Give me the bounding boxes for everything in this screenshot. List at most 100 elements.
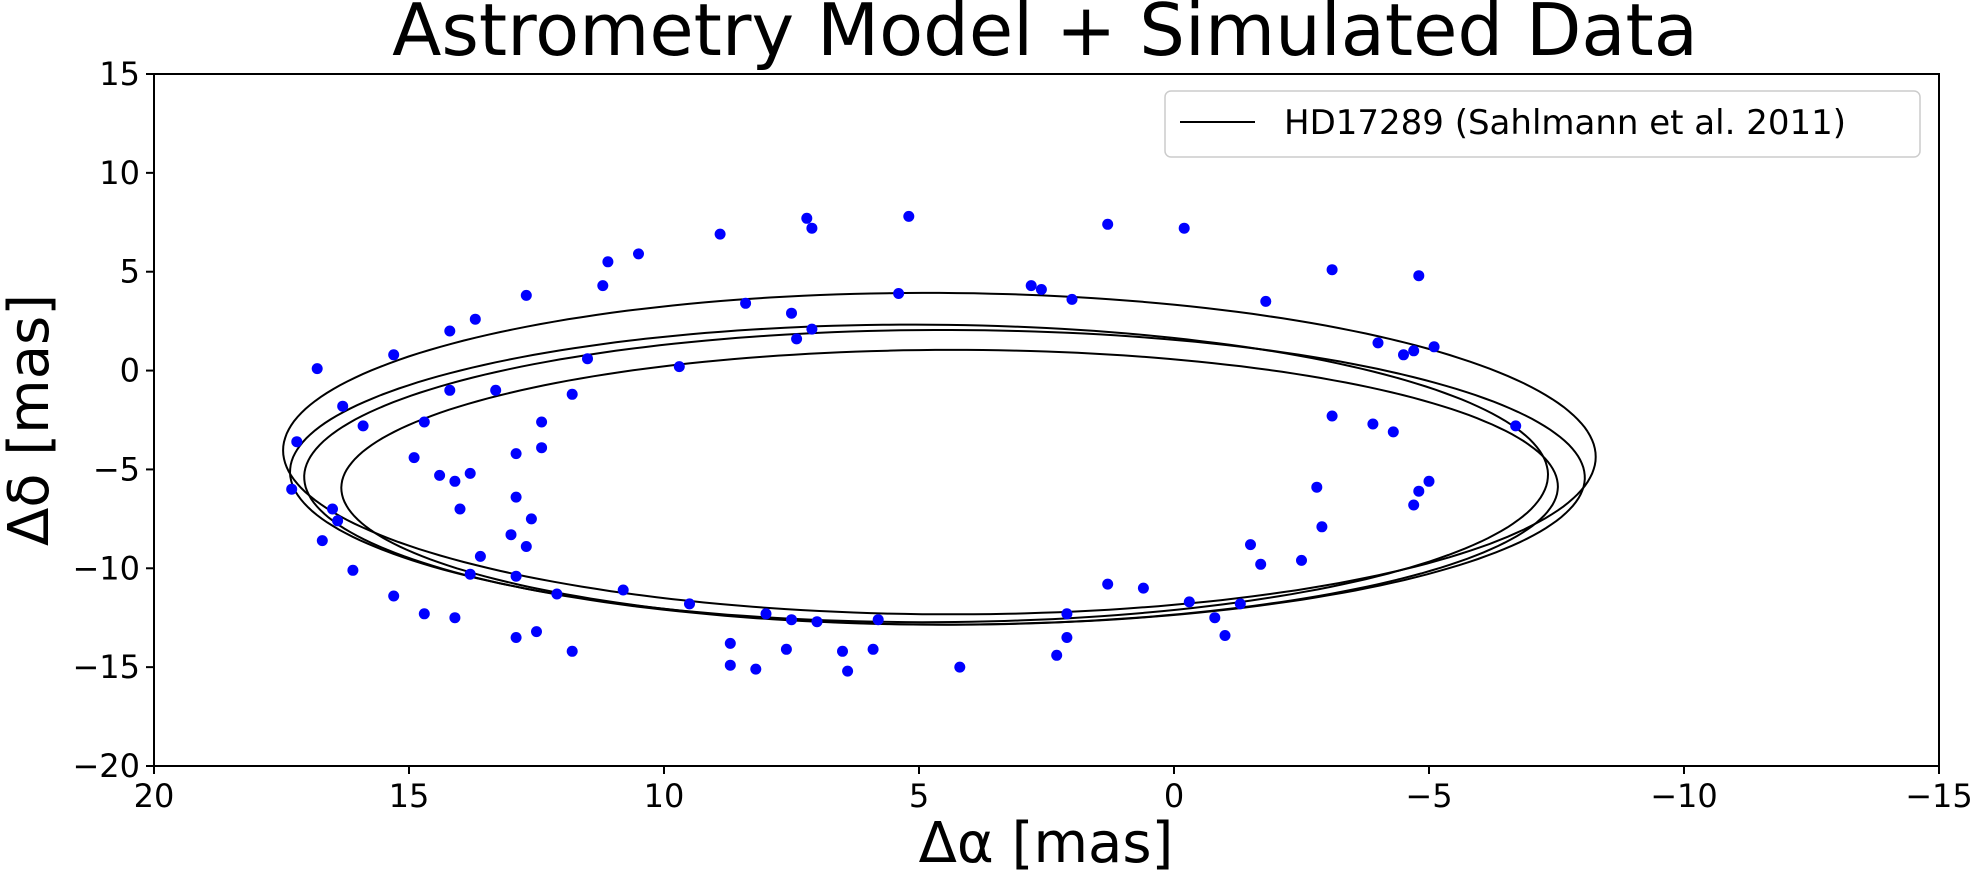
data-point — [510, 632, 522, 643]
data-point — [1137, 582, 1149, 594]
x-tick-label: 10 — [644, 777, 685, 815]
data-point — [566, 388, 578, 400]
y-tick-label: 0 — [120, 352, 140, 390]
data-point — [811, 616, 823, 628]
data-point — [408, 452, 420, 464]
data-point — [724, 659, 736, 671]
data-point — [714, 228, 726, 240]
data-point — [449, 475, 461, 487]
data-point — [780, 643, 792, 655]
data-point — [1311, 481, 1323, 493]
data-point — [1219, 630, 1231, 641]
data-point — [1102, 218, 1114, 230]
legend: HD17289 (Sahlmann et al. 2011) — [1164, 90, 1921, 158]
x-tick-label: 20 — [134, 777, 175, 815]
data-point — [490, 384, 502, 396]
data-point — [469, 313, 481, 325]
data-point — [1066, 293, 1078, 305]
data-point — [551, 588, 563, 600]
data-point — [806, 222, 818, 234]
model-orbit-line — [303, 329, 1586, 626]
y-tick-label: −10 — [72, 549, 140, 587]
data-point — [286, 483, 298, 495]
data-point — [327, 503, 338, 515]
data-point — [740, 297, 752, 309]
data-point — [520, 289, 532, 301]
data-point — [582, 353, 593, 365]
data-point — [842, 665, 854, 677]
data-point — [786, 614, 797, 626]
data-point — [791, 333, 803, 345]
data-point — [510, 491, 522, 503]
y-axis-label: Δδ [mas] — [0, 294, 62, 546]
data-point — [449, 612, 461, 624]
data-point — [867, 643, 879, 655]
data-point — [536, 416, 548, 428]
data-point — [1061, 608, 1073, 620]
data-point — [1367, 418, 1379, 430]
y-tick-label: −5 — [93, 450, 140, 488]
data-point — [316, 535, 328, 547]
data-point — [1316, 521, 1328, 533]
data-point — [1408, 345, 1420, 357]
data-point — [837, 645, 848, 657]
data-point — [1061, 632, 1073, 643]
data-point — [760, 608, 772, 620]
data-point — [434, 469, 446, 481]
data-point — [750, 663, 762, 675]
y-tick-label: 5 — [120, 253, 140, 291]
data-point — [1387, 426, 1399, 438]
data-point — [311, 363, 323, 375]
data-point — [510, 570, 522, 582]
data-point — [724, 637, 736, 649]
data-point — [1413, 270, 1425, 282]
data-point — [1234, 598, 1246, 610]
x-tick-label: −5 — [1405, 777, 1452, 815]
plot-frame — [153, 73, 1940, 767]
data-point — [597, 280, 609, 292]
data-point — [602, 256, 614, 268]
data-point — [1326, 410, 1338, 422]
data-point — [1035, 284, 1047, 295]
data-point — [1255, 558, 1267, 570]
data-point — [1260, 295, 1272, 307]
x-tick-label: −10 — [1650, 777, 1718, 815]
data-point — [801, 212, 813, 224]
data-point — [1245, 539, 1256, 551]
data-point — [388, 590, 400, 602]
data-point — [464, 467, 476, 479]
data-point — [536, 442, 548, 454]
data-point — [332, 515, 344, 527]
data-point — [474, 550, 486, 562]
data-point — [357, 420, 369, 432]
data-point — [1326, 264, 1338, 276]
data-point — [444, 384, 456, 396]
data-point — [872, 614, 884, 626]
data-point — [1510, 420, 1522, 432]
data-point — [806, 323, 818, 335]
data-point — [1296, 554, 1307, 566]
data-point — [291, 436, 303, 448]
data-point — [633, 248, 644, 260]
data-point — [673, 361, 685, 373]
x-tick-label: 15 — [389, 777, 430, 815]
model-orbit-line — [340, 348, 1559, 626]
plot-area — [282, 210, 1597, 677]
data-point — [954, 661, 966, 673]
data-point — [1178, 222, 1190, 234]
data-point — [1428, 341, 1440, 353]
data-point — [347, 564, 359, 576]
data-point — [893, 288, 905, 299]
data-point — [1408, 499, 1420, 511]
data-point — [1423, 475, 1435, 487]
data-point — [1372, 337, 1384, 349]
data-point — [337, 400, 349, 412]
x-tick-label: 5 — [909, 777, 929, 815]
y-tick-label: −20 — [72, 747, 140, 785]
data-point — [617, 584, 629, 596]
y-tick-label: 10 — [99, 154, 140, 192]
data-point — [786, 307, 797, 319]
data-point — [520, 541, 532, 552]
data-point — [510, 448, 522, 460]
